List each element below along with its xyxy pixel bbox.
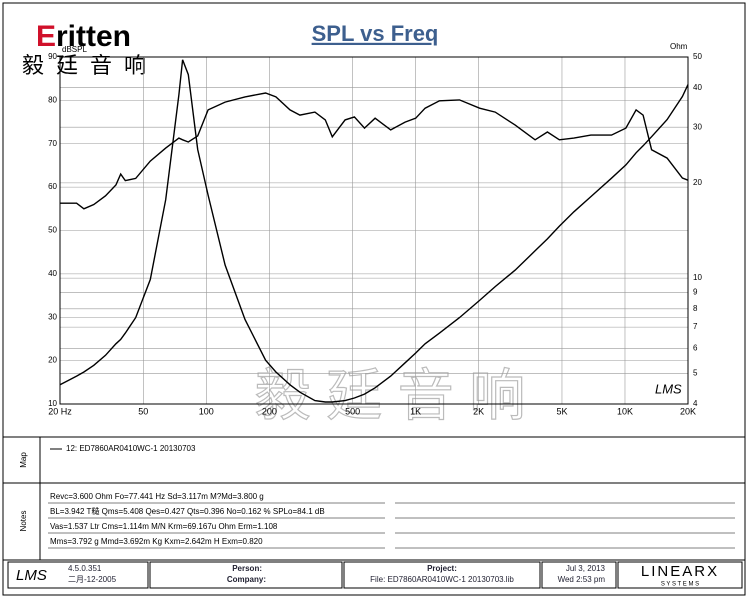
y2-tick-label: 4 (693, 399, 698, 408)
file: File: ED7860AR0410WC-1 20130703.lib (370, 575, 514, 584)
notes-label: Notes (19, 511, 28, 532)
y2-tick-label: 50 (693, 52, 702, 61)
footer-logo: LMS (16, 567, 47, 584)
footer-cell (541, 561, 617, 589)
x-tick-label: 10K (617, 406, 633, 416)
x-tick-label: 200 (262, 406, 277, 416)
y2-tick-label: 20 (693, 178, 702, 187)
y2-tick-label: 40 (693, 83, 702, 92)
y-tick-label: 40 (48, 269, 57, 278)
y2-tick-label: 6 (693, 343, 698, 352)
x-tick-label: 1K (410, 406, 421, 416)
note-line: Vas=1.537 Ltr Cms=1.114m M/N Krm=69.167u… (50, 522, 278, 531)
y-tick-label: 10 (48, 399, 57, 408)
footer-cell (343, 561, 541, 589)
logo-initial: E (36, 20, 56, 53)
frame (2, 2, 746, 596)
plot-mark: LMS (655, 381, 682, 396)
brand: LINEARX (641, 563, 719, 580)
y2-tick-label: 7 (693, 322, 698, 331)
x-tick-label: 2K (473, 406, 484, 416)
logo-word: ritten (56, 20, 131, 53)
y-axis-label: dBSPL (62, 45, 87, 54)
x-tick-label: 20K (680, 406, 696, 416)
footer-cell (617, 561, 743, 589)
note-line: BL=3.942 T糙 Qms=5.408 Qes=0.427 Qts=0.39… (50, 506, 325, 516)
y-tick-label: 30 (48, 312, 57, 321)
y2-axis-label: Ohm (670, 42, 688, 51)
x-tick-label: 5K (556, 406, 567, 416)
map-label: Map (19, 452, 28, 468)
version: 4.5.0.351 (68, 564, 102, 573)
y2-tick-label: 9 (693, 288, 698, 297)
x-tick-label: 50 (138, 406, 148, 416)
x-tick-label: 20 Hz (48, 406, 72, 416)
series-line (60, 92, 689, 210)
note-line: Mms=3.792 g Mmd=3.692m Kg Kxm=2.642m H E… (50, 537, 263, 546)
y-tick-label: 60 (48, 182, 57, 191)
chart-title: SPL vs Freq (312, 21, 439, 46)
x-tick-label: 100 (199, 406, 214, 416)
time: Wed 2:53 pm (558, 575, 606, 584)
y2-tick-label: 30 (693, 122, 702, 131)
footer-cell (7, 561, 149, 589)
y-tick-label: 50 (48, 226, 57, 235)
build-date: 二月-12-2005 (68, 575, 117, 584)
brand-sub: S Y S T E M S (661, 582, 699, 588)
y2-tick-label: 8 (693, 304, 698, 313)
y-tick-label: 90 (48, 52, 57, 61)
project: Project: (427, 564, 457, 573)
series-line (59, 59, 689, 403)
y2-tick-label: 10 (693, 273, 702, 282)
y2-tick-label: 5 (693, 368, 698, 377)
x-tick-label: 500 (345, 406, 360, 416)
company: Company: (227, 575, 266, 584)
plot-frame (59, 56, 689, 405)
date: Jul 3, 2013 (566, 564, 606, 573)
footer-cell (149, 561, 343, 589)
legend-entry: 12: ED7860AR0410WC-1 20130703 (66, 444, 196, 453)
watermark: 毅 廷 音 响 (255, 364, 526, 427)
note-line: Revc=3.600 Ohm Fo=77.441 Hz Sd=3.117m M?… (50, 492, 264, 501)
y-tick-label: 80 (48, 95, 57, 104)
y-tick-label: 20 (48, 356, 57, 365)
y-tick-label: 70 (48, 139, 57, 148)
person: Person: (232, 564, 262, 573)
